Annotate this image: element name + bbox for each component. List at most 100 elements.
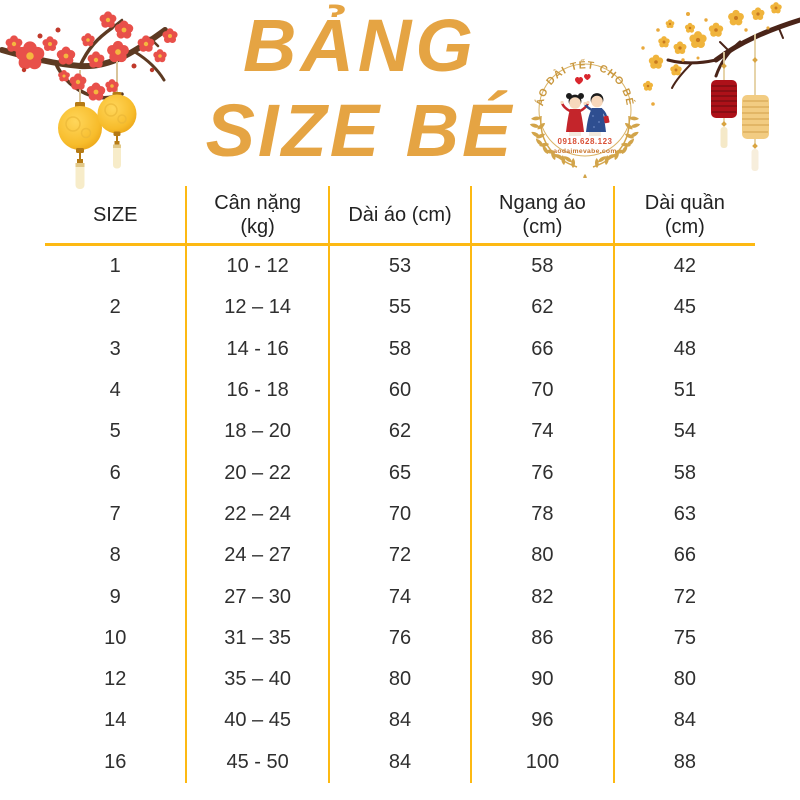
table-cell: 48 [673, 337, 696, 360]
table-cell: 63 [673, 502, 696, 525]
red-cylinder-lantern [711, 80, 737, 148]
column-header-line: SIZE [92, 203, 138, 226]
table-cell: 22 – 24 [187, 493, 330, 536]
table-cell: 10 [45, 617, 188, 659]
table-cell: 65 [330, 452, 473, 494]
table-cell: 76 [330, 617, 473, 659]
boy-in-ao-dai-icon [583, 93, 610, 136]
table-cell: 80 [673, 668, 696, 691]
table-cell: 75 [673, 626, 696, 649]
table-cell: 90 [472, 658, 615, 701]
table-body: 1 10 - 12 53 58 42 2 12 – 14 55 62 45 3 14 - 16 58 66… [45, 246, 755, 783]
column-header: Dài quần (cm) [615, 186, 755, 243]
table-cell: 88 [673, 750, 696, 773]
table-cell: 78 [472, 493, 615, 536]
table-row: 7 22 – 24 70 78 63 [45, 493, 755, 536]
column-header-line: Dài quần [644, 191, 725, 214]
shop-logo-badge: ÁO DÀI TẾT CHO BÉ [529, 58, 646, 178]
table-cell: 62 [472, 287, 615, 329]
table-row: 1 10 - 12 53 58 42 [45, 246, 755, 288]
table-row: 16 45 - 50 84 100 88 [45, 741, 755, 783]
page-title: BẢNG SIZE BÉ [140, 2, 580, 172]
table-cell: 54 [673, 420, 696, 443]
table-cell: 40 – 45 [187, 700, 330, 742]
table-cell: 62 [330, 411, 473, 453]
table-header-row: SIZE Cân nặng (kg) Dài áo (cm) Ngang áo (cm) D… [45, 186, 755, 246]
table-cell: 1 [45, 246, 188, 288]
table-row: 4 16 - 18 60 70 51 [45, 369, 755, 412]
table-cell: 58 [330, 328, 473, 370]
table-cell: 45 [673, 296, 696, 319]
table-cell: 80 [472, 535, 615, 577]
table-cell: 12 – 14 [187, 287, 330, 329]
table-cell: 66 [673, 544, 696, 567]
column-header: Dài áo (cm) [330, 186, 473, 243]
table-cell: 51 [673, 379, 696, 402]
table-row: 6 20 – 22 65 76 58 [45, 452, 755, 494]
peach-blossom-lanterns-icon [0, 11, 178, 189]
table-row: 14 40 – 45 84 96 84 [45, 700, 755, 742]
table-cell: 76 [472, 452, 615, 494]
table-cell: 24 – 27 [187, 535, 330, 577]
column-header-line: Dài áo (cm) [348, 203, 452, 226]
table-cell: 16 [45, 741, 188, 783]
table-cell: 84 [330, 741, 473, 783]
gold-cylinder-lantern [742, 95, 769, 171]
logo-ring [538, 63, 632, 157]
table-cell: 66 [472, 328, 615, 370]
column-header-line: Ngang áo [499, 191, 586, 214]
table-cell: 58 [673, 461, 696, 484]
table-row: 8 24 – 27 72 80 66 [45, 535, 755, 577]
column-header: Ngang áo (cm) [472, 186, 615, 243]
table-cell: 55 [330, 287, 473, 329]
table-cell: 14 - 16 [187, 328, 330, 370]
title-line-1: BẢNG [243, 4, 477, 87]
table-cell: 5 [45, 411, 188, 453]
table-cell: 12 [45, 658, 188, 701]
table-cell: 84 [673, 709, 696, 732]
column-header: SIZE [45, 186, 188, 243]
table-cell: 14 [45, 700, 188, 742]
table-cell: 16 - 18 [187, 369, 330, 412]
table-row: 12 35 – 40 80 90 80 [45, 658, 755, 701]
table-cell: 84 [330, 700, 473, 742]
table-cell: 82 [472, 576, 615, 618]
laurel-wreath-icon [529, 116, 640, 178]
table-row: 9 27 – 30 74 82 72 [45, 576, 755, 618]
table-cell: 86 [472, 617, 615, 659]
table-cell: 35 – 40 [187, 658, 330, 701]
table-cell: 70 [472, 369, 615, 412]
table-cell: 74 [472, 411, 615, 453]
column-header-line: (cm) [664, 215, 705, 238]
hearts-icon [575, 74, 591, 85]
table-row: 2 12 – 14 55 62 45 [45, 287, 755, 329]
logo-website: aodaimevabe.com [553, 148, 616, 155]
apricot-blossom-lanterns-icon [641, 2, 800, 171]
table-cell: 70 [330, 493, 473, 536]
column-header-line: (kg) [240, 215, 275, 238]
table-cell: 9 [45, 576, 188, 618]
table-cell: 45 - 50 [187, 741, 330, 783]
table-cell: 72 [330, 535, 473, 577]
table-cell: 72 [673, 585, 696, 608]
table-cell: 96 [472, 700, 615, 742]
table-cell: 60 [330, 369, 473, 412]
table-cell: 27 – 30 [187, 576, 330, 618]
table-row: 3 14 - 16 58 66 48 [45, 328, 755, 370]
table-cell: 18 – 20 [187, 411, 330, 453]
table-cell: 100 [472, 741, 615, 783]
table-cell: 4 [45, 369, 188, 412]
table-cell: 3 [45, 328, 188, 370]
girl-in-ao-dai-icon [560, 93, 590, 136]
table-cell: 58 [472, 246, 615, 288]
table-cell: 42 [673, 255, 696, 278]
title-line-2: SIZE BÉ [205, 89, 515, 172]
table-cell: 80 [330, 658, 473, 701]
table-cell: 6 [45, 452, 188, 494]
column-header-line: (cm) [522, 215, 563, 238]
table-cell: 53 [330, 246, 473, 288]
table-cell: 8 [45, 535, 188, 577]
table-row: 10 31 – 35 76 86 75 [45, 617, 755, 659]
size-table: SIZE Cân nặng (kg) Dài áo (cm) Ngang áo (cm) D… [45, 186, 755, 783]
